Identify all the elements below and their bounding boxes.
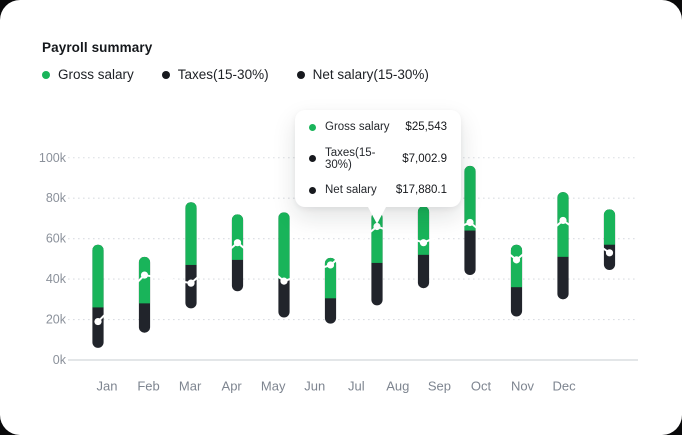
chart-legend: Gross salary Taxes(15-30%) Net salary(15… bbox=[42, 67, 429, 82]
legend-label: Gross salary bbox=[58, 67, 134, 82]
legend-label: Net salary(15-30%) bbox=[312, 67, 429, 82]
y-tick-80k: 80k bbox=[46, 191, 67, 205]
bar-gross-segment-nov[interactable] bbox=[557, 192, 569, 257]
bar-gross-segment-feb[interactable] bbox=[138, 256, 151, 304]
tooltip-row-taxes: Taxes(15-30%) $7,002.9 bbox=[309, 147, 447, 171]
marker-dot-oct bbox=[512, 256, 521, 264]
x-label-feb: Feb bbox=[137, 379, 159, 394]
marker-dot-aug bbox=[419, 239, 428, 247]
marker-dot-jul bbox=[373, 222, 381, 231]
tooltip-row-gross: Gross salary $25,543 bbox=[309, 121, 447, 133]
y-tick-20k: 20k bbox=[46, 313, 67, 327]
tooltip-value: $7,002.9 bbox=[402, 152, 447, 165]
x-label-nov: Nov bbox=[511, 379, 535, 394]
bar-gross-segment-sep[interactable] bbox=[464, 165, 476, 231]
tooltip-label: Net salary bbox=[325, 184, 377, 196]
marker-dot-jun bbox=[326, 261, 335, 269]
marker-line bbox=[97, 219, 611, 323]
x-label-oct: Oct bbox=[471, 379, 492, 394]
bar-gross-segment-jul[interactable] bbox=[371, 212, 383, 263]
marker-dot-may bbox=[280, 277, 288, 285]
tooltip-value: $17,880.1 bbox=[395, 184, 447, 196]
tooltip-dot-black-icon bbox=[309, 186, 316, 194]
x-label-aug: Aug bbox=[386, 379, 409, 394]
y-tick-60k: 60k bbox=[46, 232, 67, 246]
bar-gross-segment-may[interactable] bbox=[278, 212, 290, 280]
x-label-may: May bbox=[261, 379, 286, 394]
x-label-jan: Jan bbox=[97, 379, 118, 394]
legend-label: Taxes(15-30%) bbox=[177, 67, 269, 82]
legend-item-taxes[interactable]: Taxes(15-30%) bbox=[161, 67, 269, 82]
x-label-sep: Sep bbox=[428, 379, 451, 394]
legend-dot-black-icon bbox=[296, 70, 305, 79]
bar-gross-segment-oct[interactable] bbox=[510, 244, 523, 288]
bar-gross-segment-aug[interactable] bbox=[417, 206, 430, 255]
bar-gross-segment-dec[interactable] bbox=[603, 209, 616, 245]
marker-dot-nov bbox=[559, 216, 567, 225]
tooltip-value: $25,543 bbox=[405, 121, 447, 133]
marker-dot-mar bbox=[187, 279, 195, 287]
marker-dot-feb bbox=[140, 271, 149, 279]
legend-dot-green-icon bbox=[42, 70, 50, 79]
y-tick-100k: 100k bbox=[39, 151, 67, 165]
tooltip-row-net: Net salary $17,880.1 bbox=[309, 184, 447, 196]
bar-gross-segment-jan[interactable] bbox=[92, 244, 104, 308]
card-title: Payroll summary bbox=[42, 40, 153, 55]
legend-dot-black-icon bbox=[161, 70, 170, 79]
marker-dot-apr bbox=[233, 239, 242, 247]
y-tick-40k: 40k bbox=[46, 272, 67, 286]
y-tick-0k: 0k bbox=[53, 353, 67, 367]
marker-dot-sep bbox=[466, 218, 474, 227]
marker-dot-dec bbox=[605, 249, 614, 257]
x-label-jul: Jul bbox=[348, 379, 365, 394]
chart-tooltip: Gross salary $25,543 Taxes(15-30%) $7,00… bbox=[295, 110, 461, 224]
x-label-jun: Jun bbox=[304, 379, 325, 394]
x-label-dec: Dec bbox=[552, 379, 576, 394]
marker-dot-jan bbox=[94, 317, 102, 326]
legend-item-gross-salary[interactable]: Gross salary bbox=[42, 67, 134, 82]
tooltip-label: Gross salary bbox=[325, 121, 390, 133]
tooltip-label: Taxes(15-30%) bbox=[325, 146, 376, 171]
bar-gross-segment-mar[interactable] bbox=[185, 202, 197, 265]
x-label-mar: Mar bbox=[179, 379, 202, 394]
legend-item-net-salary[interactable]: Net salary(15-30%) bbox=[296, 67, 429, 82]
tooltip-dot-green-icon bbox=[309, 123, 316, 131]
tooltip-dot-black-icon bbox=[309, 155, 316, 162]
x-label-apr: Apr bbox=[222, 379, 243, 394]
bar-gross-segment-apr[interactable] bbox=[231, 214, 244, 260]
bar-gross-segment-jun[interactable] bbox=[324, 257, 337, 299]
